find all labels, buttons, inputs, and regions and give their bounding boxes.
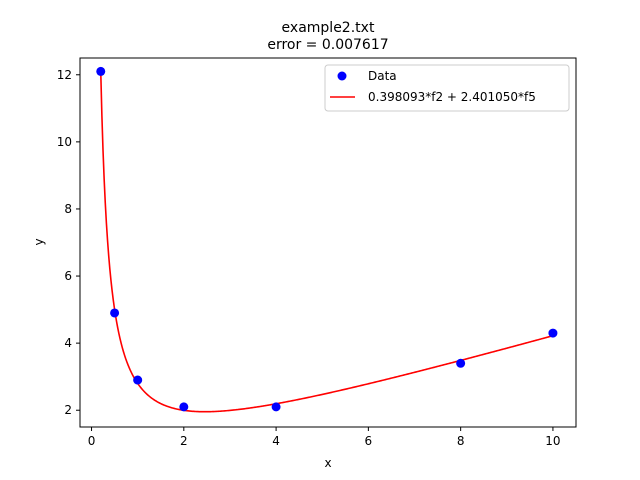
y-axis-ticks: 2 4 6 8 10 12	[57, 68, 80, 417]
data-point	[548, 328, 558, 338]
x-tick-label: 2	[180, 434, 188, 448]
legend: Data 0.398093*f2 + 2.401050*f5	[324, 64, 570, 112]
y-tick-label: 4	[64, 336, 72, 350]
y-tick-label: 8	[64, 202, 72, 216]
fit-curve	[99, 71, 554, 413]
y-tick-label: 2	[64, 403, 72, 417]
x-tick-label: 8	[457, 434, 465, 448]
data-point	[179, 402, 189, 412]
x-tick-label: 10	[545, 434, 560, 448]
data-point	[271, 402, 281, 412]
x-axis-ticks: 0 2 4 6 8 10	[88, 427, 561, 448]
legend-data-marker	[337, 71, 347, 81]
data-point	[110, 308, 120, 318]
y-tick-label: 10	[57, 135, 72, 149]
axes-frame	[79, 57, 577, 428]
y-tick-label: 6	[64, 269, 72, 283]
x-tick-label: 0	[88, 434, 96, 448]
y-axis-label: y	[32, 238, 46, 245]
legend-data-label: Data	[368, 69, 397, 83]
data-point	[96, 66, 106, 76]
chart-subtitle: error = 0.007617	[267, 37, 388, 53]
data-point	[456, 358, 466, 368]
legend-fit-label: 0.398093*f2 + 2.401050*f5	[368, 90, 536, 104]
legend-box	[324, 64, 570, 112]
chart-title: example2.txt	[282, 20, 375, 36]
data-point	[133, 375, 143, 385]
y-tick-label: 12	[57, 68, 72, 82]
plot-area	[96, 66, 558, 413]
x-tick-label: 6	[365, 434, 373, 448]
x-tick-label: 4	[272, 434, 280, 448]
x-axis-label: x	[324, 456, 331, 470]
